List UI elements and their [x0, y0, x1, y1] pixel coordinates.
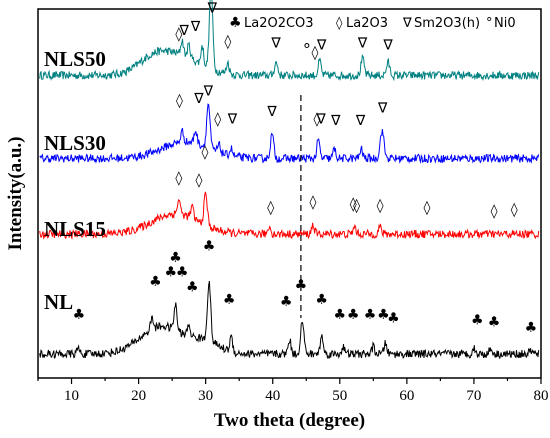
- legend-symbol-degree: °: [486, 16, 493, 31]
- peak-marker-nl-7: ♣: [223, 292, 236, 308]
- x-axis: 10 20 30 40 50 60 70 80: [37, 378, 549, 404]
- legend-text-la2o3: La2O3: [346, 16, 388, 31]
- peak-marker-nls15-0: ◊: [202, 145, 209, 161]
- x-tick-label-30: 30: [198, 388, 213, 404]
- peak-marker-nls50-4: ◊: [224, 34, 231, 50]
- peak-marker-nls50-10: ∇: [382, 38, 393, 54]
- peak-marker-nls15-4: ◊: [310, 194, 317, 210]
- series-label-nls50: NLS50: [44, 47, 106, 71]
- x-tick-label-80: 80: [534, 388, 549, 404]
- peak-marker-nls30-8: ∇: [330, 113, 341, 129]
- series-label-nls15: NLS15: [44, 217, 106, 241]
- peak-marker-nls50-9: ∇: [357, 36, 368, 52]
- series-label-nls30: NLS30: [44, 131, 106, 155]
- peak-marker-nl-16: ♣: [471, 312, 484, 328]
- x-tick-label-10: 10: [64, 388, 79, 404]
- peak-marker-nl-6: ♣: [203, 239, 216, 255]
- peak-marker-nls30-5: ∇: [266, 104, 277, 120]
- peak-marker-nls15-9: ◊: [491, 204, 498, 220]
- peak-marker-nl-8: ♣: [280, 294, 293, 310]
- legend-symbol-nabla: ∇: [402, 16, 412, 31]
- legend-text-ni0: Ni0: [494, 16, 516, 31]
- series-line-nls30: [39, 103, 540, 164]
- series-lines: [39, 0, 540, 360]
- peak-marker-nls50-0: ∇: [207, 1, 218, 17]
- series-line-nls15: [39, 191, 540, 240]
- legend-text-sm2o3: Sm2O3(h): [414, 16, 480, 31]
- peak-marker-nls50-5: ∇: [270, 36, 281, 52]
- peak-marker-nl-5: ♣: [186, 279, 199, 295]
- peak-marker-nl-3: ♣: [169, 250, 182, 266]
- peak-marker-nls30-10: ∇: [377, 100, 388, 116]
- legend: ♣ La2O2CO3 ◊ La2O3 ∇ Sm2O3(h) ° Ni0: [229, 15, 516, 31]
- peak-marker-nls50-2: ∇: [179, 23, 190, 39]
- series-line-nls50: [39, 0, 540, 82]
- legend-label-sm2o3: Sm2O3(h): [414, 16, 480, 31]
- peak-marker-nls15-3: ◊: [267, 200, 274, 216]
- peak-marker-nl-11: ♣: [334, 307, 347, 323]
- peak-marker-nls30-7: ∇: [315, 111, 326, 127]
- peak-marker-nls15-1: ◊: [175, 170, 182, 186]
- peak-marker-nl-10: ♣: [315, 292, 328, 308]
- legend-label-ni0: Ni0: [494, 16, 516, 31]
- x-tick-label-20: 20: [131, 388, 146, 404]
- peak-marker-nl-18: ♣: [525, 320, 538, 336]
- series-label-nl: NL: [44, 290, 73, 314]
- peak-marker-nls50-6: °: [303, 40, 311, 59]
- legend-symbol-club: ♣: [229, 15, 242, 31]
- y-axis-label: Intensity(a.u.): [5, 136, 26, 250]
- x-tick-label-60: 60: [399, 388, 414, 404]
- peak-marker-nls30-4: ∇: [227, 111, 238, 127]
- peak-marker-nl-0: ♣: [73, 307, 86, 323]
- peak-marker-nl-12: ♣: [347, 307, 360, 323]
- x-tick-label-50: 50: [332, 388, 347, 404]
- peak-marker-nls30-1: ∇: [193, 91, 204, 107]
- peak-marker-nl-4: ♣: [176, 265, 189, 281]
- peak-marker-nls15-7: ◊: [377, 198, 384, 214]
- series-line-nl: [39, 280, 540, 360]
- peak-marker-nls15-2: ◊: [195, 172, 202, 188]
- peak-marker-nls50-7: ◊: [312, 45, 319, 61]
- peak-marker-nls15-10: ◊: [511, 202, 518, 218]
- x-tick-label-40: 40: [265, 388, 280, 404]
- peak-marker-nl-17: ♣: [488, 314, 501, 330]
- peak-marker-nls15-8: ◊: [424, 200, 431, 216]
- peak-marker-nls50-3: ∇: [190, 19, 201, 35]
- legend-label-la2o2co3: La2O2CO3: [244, 16, 314, 31]
- legend-symbol-diamond: ◊: [336, 16, 343, 31]
- peak-marker-nls30-0: ◊: [176, 93, 183, 109]
- peak-marker-nl-2: ♣: [165, 265, 178, 281]
- peak-marker-nls15-5: ◊: [350, 196, 357, 212]
- peak-marker-nl-1: ♣: [149, 274, 162, 290]
- peak-marker-nl-14: ♣: [377, 307, 390, 323]
- legend-label-la2o3: La2O3: [346, 16, 388, 31]
- legend-text-la2o2co3: La2O2CO3: [244, 16, 314, 31]
- peak-marker-nl-15: ♣: [387, 311, 400, 327]
- peak-markers: ∇◊∇ ∇◊ ∇ ° ◊∇ ∇ ∇◊ ∇ ∇◊ ∇ ∇ ◊∇ ∇ ∇∇◊◊ ◊◊ ◊ ◊◊ ◊ ◊ ◊ ◊♣♣♣♣♣♣♣…: [73, 1, 538, 336]
- plot-frame: [37, 8, 542, 379]
- peak-marker-nls50-8: ∇: [316, 38, 327, 54]
- peak-marker-nl-13: ♣: [364, 307, 377, 323]
- peak-marker-nls30-2: ∇: [203, 84, 214, 100]
- peak-marker-nl-9: ♣: [295, 277, 308, 293]
- peak-marker-nls30-9: ∇: [355, 113, 366, 129]
- peak-marker-nls15-6: ◊: [353, 198, 360, 214]
- peak-marker-nls50-1: ◊: [175, 27, 182, 43]
- x-axis-label: Two theta (degree): [214, 410, 365, 431]
- peak-marker-nls30-6: ◊: [314, 111, 321, 127]
- x-tick-label-70: 70: [466, 388, 481, 404]
- peak-marker-nls30-3: ◊: [214, 111, 221, 127]
